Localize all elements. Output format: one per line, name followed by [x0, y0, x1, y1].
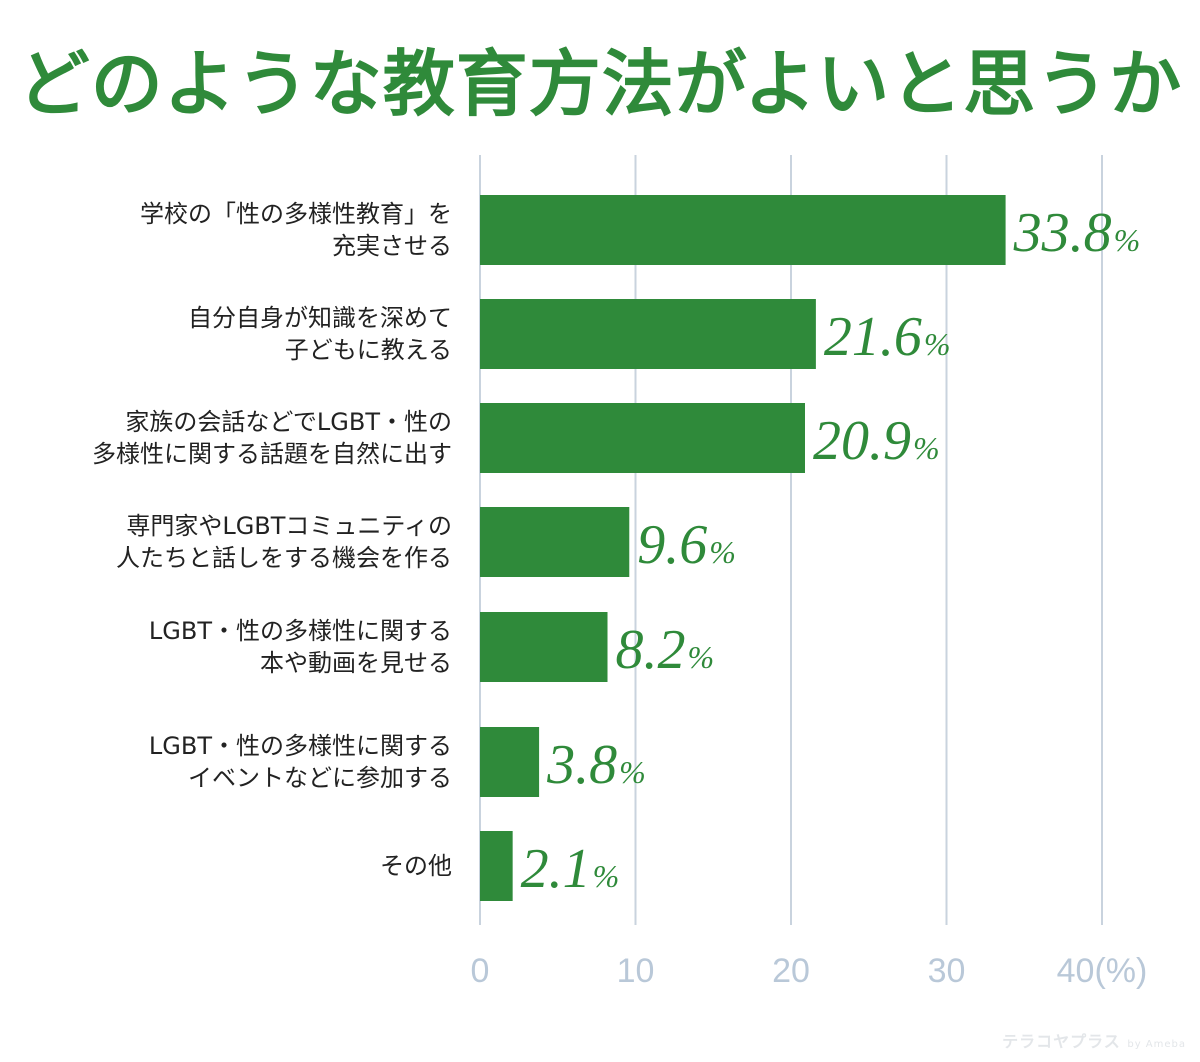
x-axis-ticks: 0 10 20 30 40(%) — [471, 952, 1148, 990]
x-tick-label: 10 — [617, 952, 655, 990]
watermark-by: by Ameba — [1127, 1039, 1186, 1050]
x-tick-label: 0 — [471, 952, 490, 990]
value-label: 21.6% — [824, 306, 951, 368]
bar — [480, 403, 805, 473]
category-label: LGBT・性の多様性に関するイベントなどに参加する — [149, 732, 452, 792]
x-tick-label: 30 — [928, 952, 966, 990]
bar — [480, 612, 608, 682]
category-label: 学校の「性の多様性教育」を充実させる — [140, 200, 452, 260]
bar — [480, 507, 630, 577]
value-label: 20.9% — [813, 410, 940, 472]
category-label: その他 — [380, 852, 452, 880]
bar — [480, 195, 1006, 265]
bar — [480, 299, 816, 369]
bar — [480, 727, 540, 797]
value-label: 8.2% — [616, 619, 715, 681]
bar — [480, 831, 513, 901]
category-labels: 学校の「性の多様性教育」を充実させる自分自身が知識を深めて子どもに教える家族の会… — [92, 200, 452, 880]
bars — [480, 195, 1006, 901]
category-label: 専門家やLGBTコミュニティの人たちと話しをする機会を作る — [116, 512, 452, 572]
value-label: 9.6% — [637, 514, 736, 576]
category-label: 自分自身が知識を深めて子どもに教える — [188, 304, 452, 364]
x-tick-label: 40(%) — [1057, 952, 1148, 990]
x-tick-label: 20 — [772, 952, 810, 990]
watermark-brand: テラコヤプラス — [1002, 1032, 1121, 1051]
category-label: LGBT・性の多様性に関する本や動画を見せる — [149, 617, 452, 677]
chart-title: どのような教育方法がよいと思うか — [17, 42, 1183, 126]
brand-watermark: テラコヤプラス by Ameba — [1002, 1028, 1186, 1052]
value-label: 33.8% — [1013, 202, 1141, 264]
value-label: 2.1% — [521, 838, 620, 900]
category-label: 家族の会話などでLGBT・性の多様性に関する話題を自然に出す — [92, 408, 452, 468]
value-label: 3.8% — [546, 734, 646, 796]
